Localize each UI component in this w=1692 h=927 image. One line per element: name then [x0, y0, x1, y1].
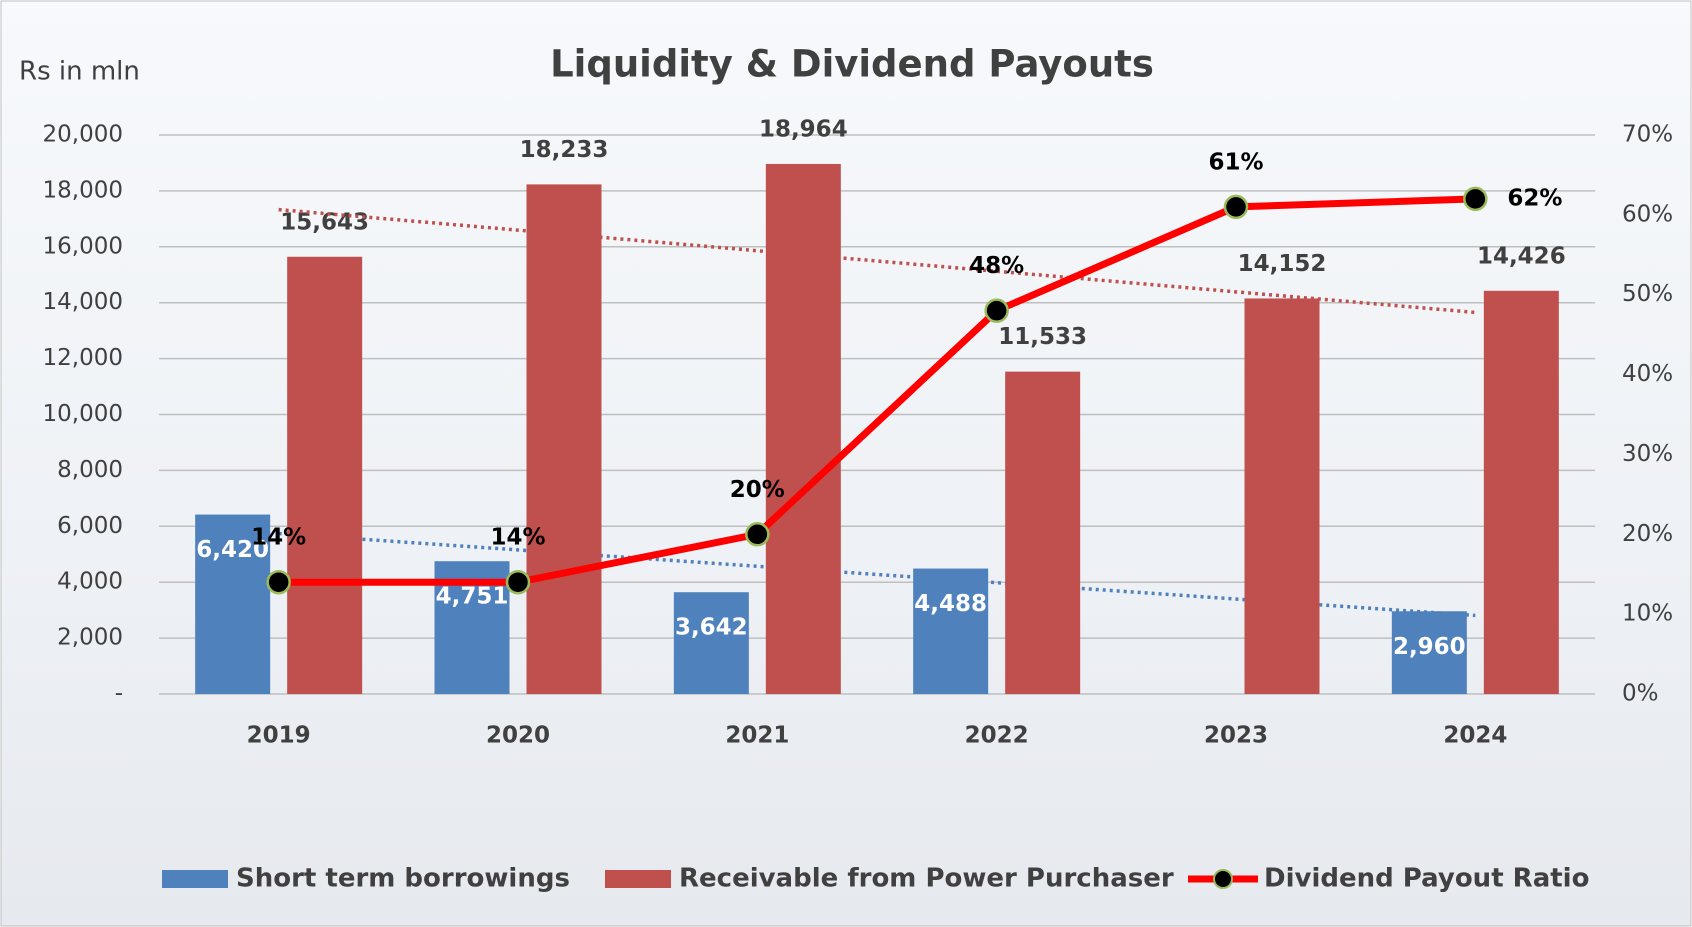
legend-label: Dividend Payout Ratio: [1264, 864, 1589, 894]
y-tick-label: 18,000: [43, 177, 123, 203]
y-tick-label: 20,000: [43, 122, 123, 148]
value-label: 6,420: [196, 537, 269, 563]
bar: [1483, 290, 1559, 694]
bar: [195, 514, 271, 694]
y2-tick-label: 30%: [1622, 441, 1673, 467]
y-tick-label: 6,000: [57, 513, 123, 539]
y2-tick-label: 70%: [1622, 122, 1673, 148]
y-tick-label: 14,000: [43, 289, 123, 315]
y2-tick-label: 10%: [1622, 601, 1673, 627]
bar: [1391, 611, 1467, 694]
y-axis-label: Rs in mln: [19, 57, 140, 87]
x-tick-label: 2024: [1443, 723, 1507, 749]
y2-tick-label: 60%: [1622, 201, 1673, 227]
x-tick-label: 2023: [1204, 723, 1268, 749]
value-label: 14,426: [1477, 243, 1566, 269]
line-marker: [1223, 194, 1249, 220]
y-tick-label: -: [115, 681, 123, 707]
bar: [765, 163, 841, 695]
value-label: 62%: [1507, 185, 1562, 211]
value-label: 20%: [730, 477, 785, 503]
legend-label: Short term borrowings: [236, 864, 570, 894]
y2-tick-label: 40%: [1622, 361, 1673, 387]
y-tick-label: 12,000: [43, 345, 123, 371]
y-tick-label: 4,000: [57, 569, 123, 595]
legend-label: Receivable from Power Purchaser: [679, 864, 1174, 894]
y2-tick-label: 0%: [1622, 681, 1659, 707]
value-label: 18,964: [759, 116, 848, 142]
y2-tick-label: 20%: [1622, 521, 1673, 547]
x-tick-label: 2021: [725, 723, 789, 749]
value-label: 15,643: [280, 209, 369, 235]
y-tick-label: 2,000: [57, 625, 123, 651]
line-marker: [266, 569, 291, 595]
value-label: 14%: [251, 525, 306, 551]
y-tick-label: 8,000: [57, 457, 123, 483]
bar: [287, 256, 363, 694]
value-label: 14%: [490, 525, 545, 551]
legend-swatch: [605, 870, 671, 888]
legend-swatch: [1213, 869, 1233, 889]
value-label: 11,533: [998, 324, 1087, 350]
line-marker: [505, 569, 531, 595]
bar: [673, 592, 749, 694]
value-label: 48%: [969, 253, 1024, 279]
value-label: 2,960: [1393, 634, 1466, 660]
line: [278, 195, 1476, 586]
value-label: 4,488: [914, 591, 987, 617]
line-marker: [745, 522, 770, 547]
value-label: 61%: [1208, 149, 1263, 175]
legend-swatch: [162, 870, 228, 888]
bar: [1005, 371, 1081, 694]
value-label: 18,233: [520, 137, 609, 163]
line-marker: [1463, 186, 1488, 212]
y-tick-label: 10,000: [43, 401, 123, 427]
line-marker: [984, 298, 1009, 323]
bar: [526, 184, 602, 695]
y-tick-label: 16,000: [43, 233, 123, 259]
x-tick-label: 2022: [965, 723, 1029, 749]
value-label: 3,642: [675, 615, 748, 641]
value-label: 14,152: [1238, 251, 1327, 277]
value-label: 4,751: [436, 584, 509, 610]
bar: [913, 568, 989, 694]
x-tick-label: 2019: [247, 723, 311, 749]
bar: [1244, 298, 1320, 694]
x-tick-label: 2020: [486, 723, 550, 749]
y2-tick-label: 50%: [1622, 281, 1673, 307]
chart-title: Liquidity & Dividend Payouts: [550, 43, 1154, 86]
